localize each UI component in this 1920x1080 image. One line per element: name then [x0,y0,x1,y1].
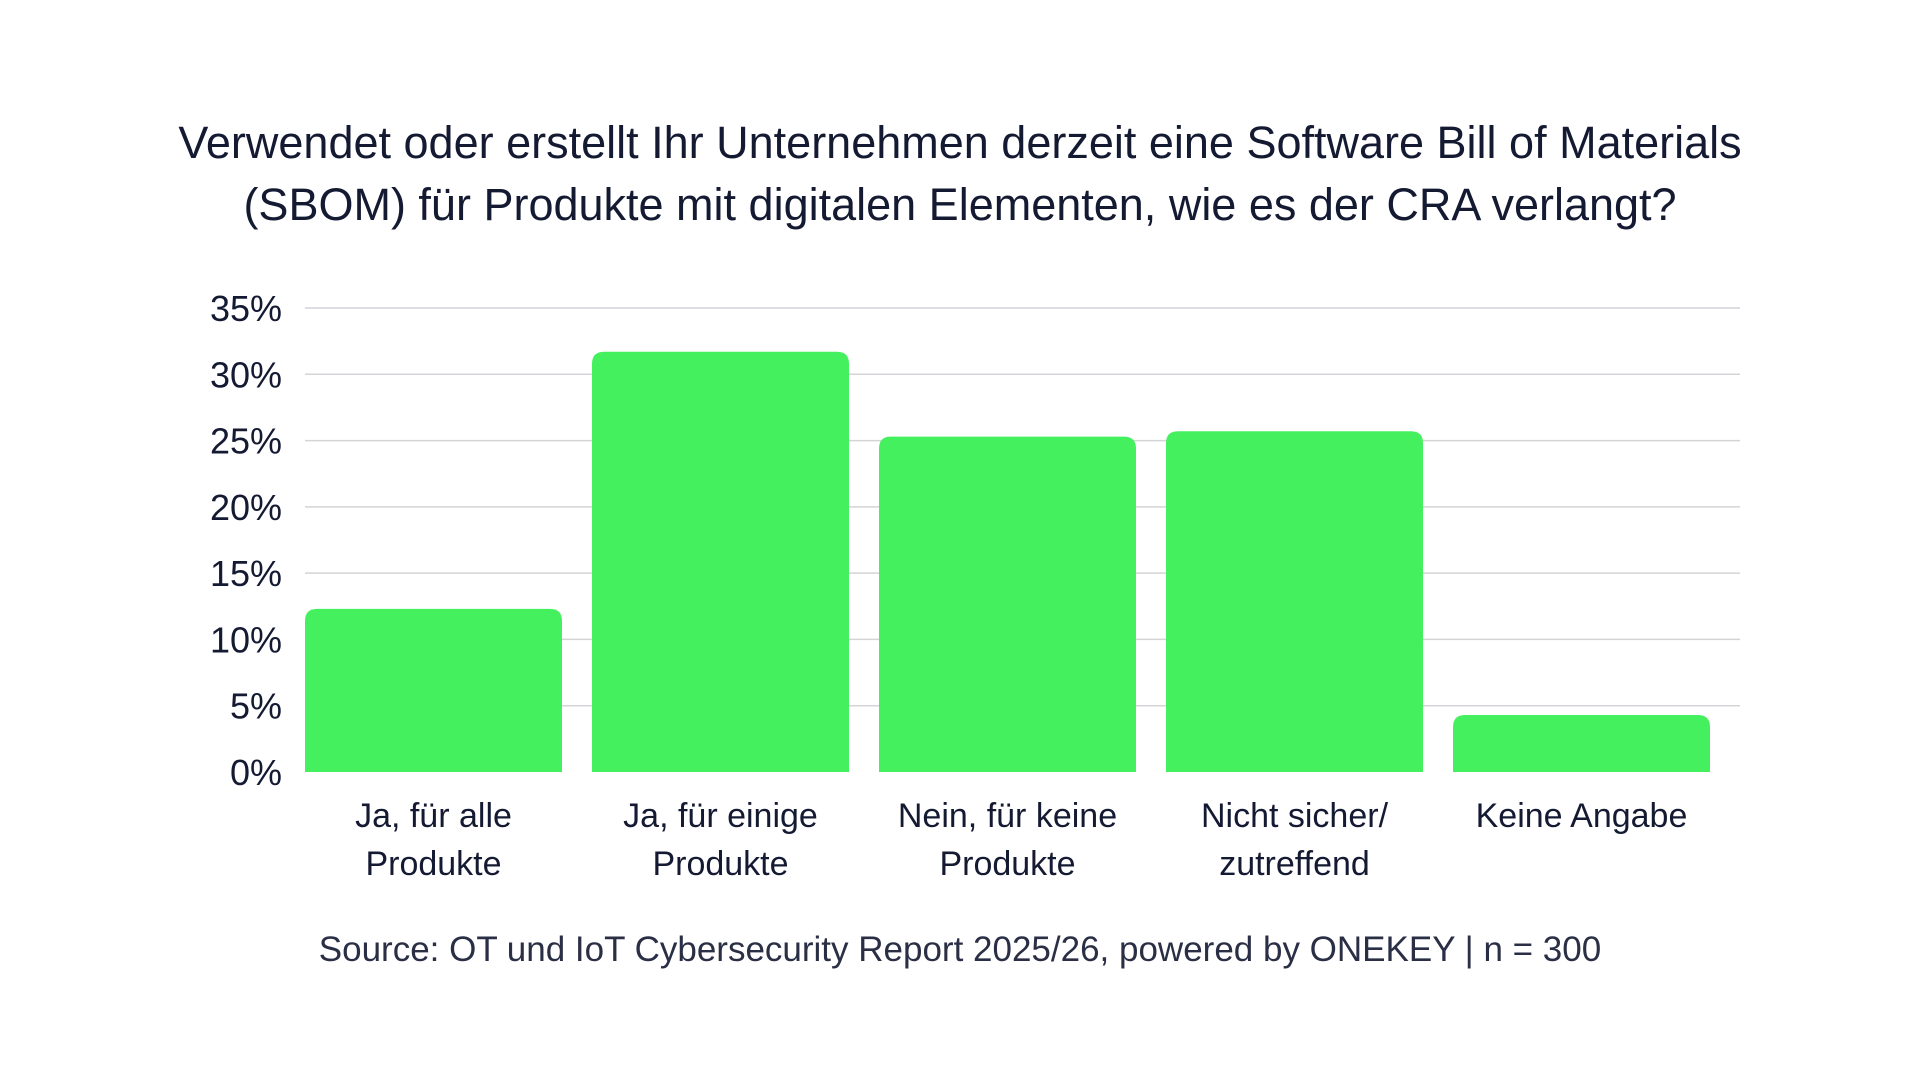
y-tick-label: 35% [210,288,282,329]
chart-title-line-1: Verwendet oder erstellt Ihr Unternehmen … [178,117,1742,168]
y-tick-label: 15% [210,553,282,594]
x-tick-label: Keine Angabe [1476,797,1688,835]
y-tick-label: 20% [210,487,282,528]
bar [1453,714,1710,772]
y-tick-label: 10% [210,619,282,660]
bar [879,436,1136,772]
y-tick-label: 5% [230,686,282,727]
bars [305,351,1710,772]
x-axis-labels: Ja, für alle Produkte Ja, für einige Produk… [355,797,1687,883]
x-tick-label: Produkte [652,845,788,883]
y-tick-label: 30% [210,354,282,395]
x-tick-label: zutreffend [1219,845,1370,883]
y-tick-label: 0% [230,752,282,793]
chart-title-line-2: (SBOM) für Produkte mit digitalen Elemen… [243,179,1677,230]
x-tick-label: Ja, für einige [623,797,818,835]
x-tick-label: Nicht sicher/ [1201,797,1389,835]
bar [305,608,562,772]
source-note: Source: OT und IoT Cybersecurity Report … [318,930,1602,969]
bar [592,351,849,772]
x-tick-label: Produkte [939,845,1075,883]
y-tick-label: 25% [210,421,282,462]
x-tick-label: Nein, für keine [898,797,1117,835]
chart-title: Verwendet oder erstellt Ihr Unternehmen … [0,112,1920,236]
x-tick-label: Ja, für alle [355,797,512,835]
y-axis-ticks: 0% 5% 10% 15% 20% 25% 30% 35% [210,288,282,793]
bar [1166,431,1423,772]
x-tick-label: Produkte [365,845,501,883]
